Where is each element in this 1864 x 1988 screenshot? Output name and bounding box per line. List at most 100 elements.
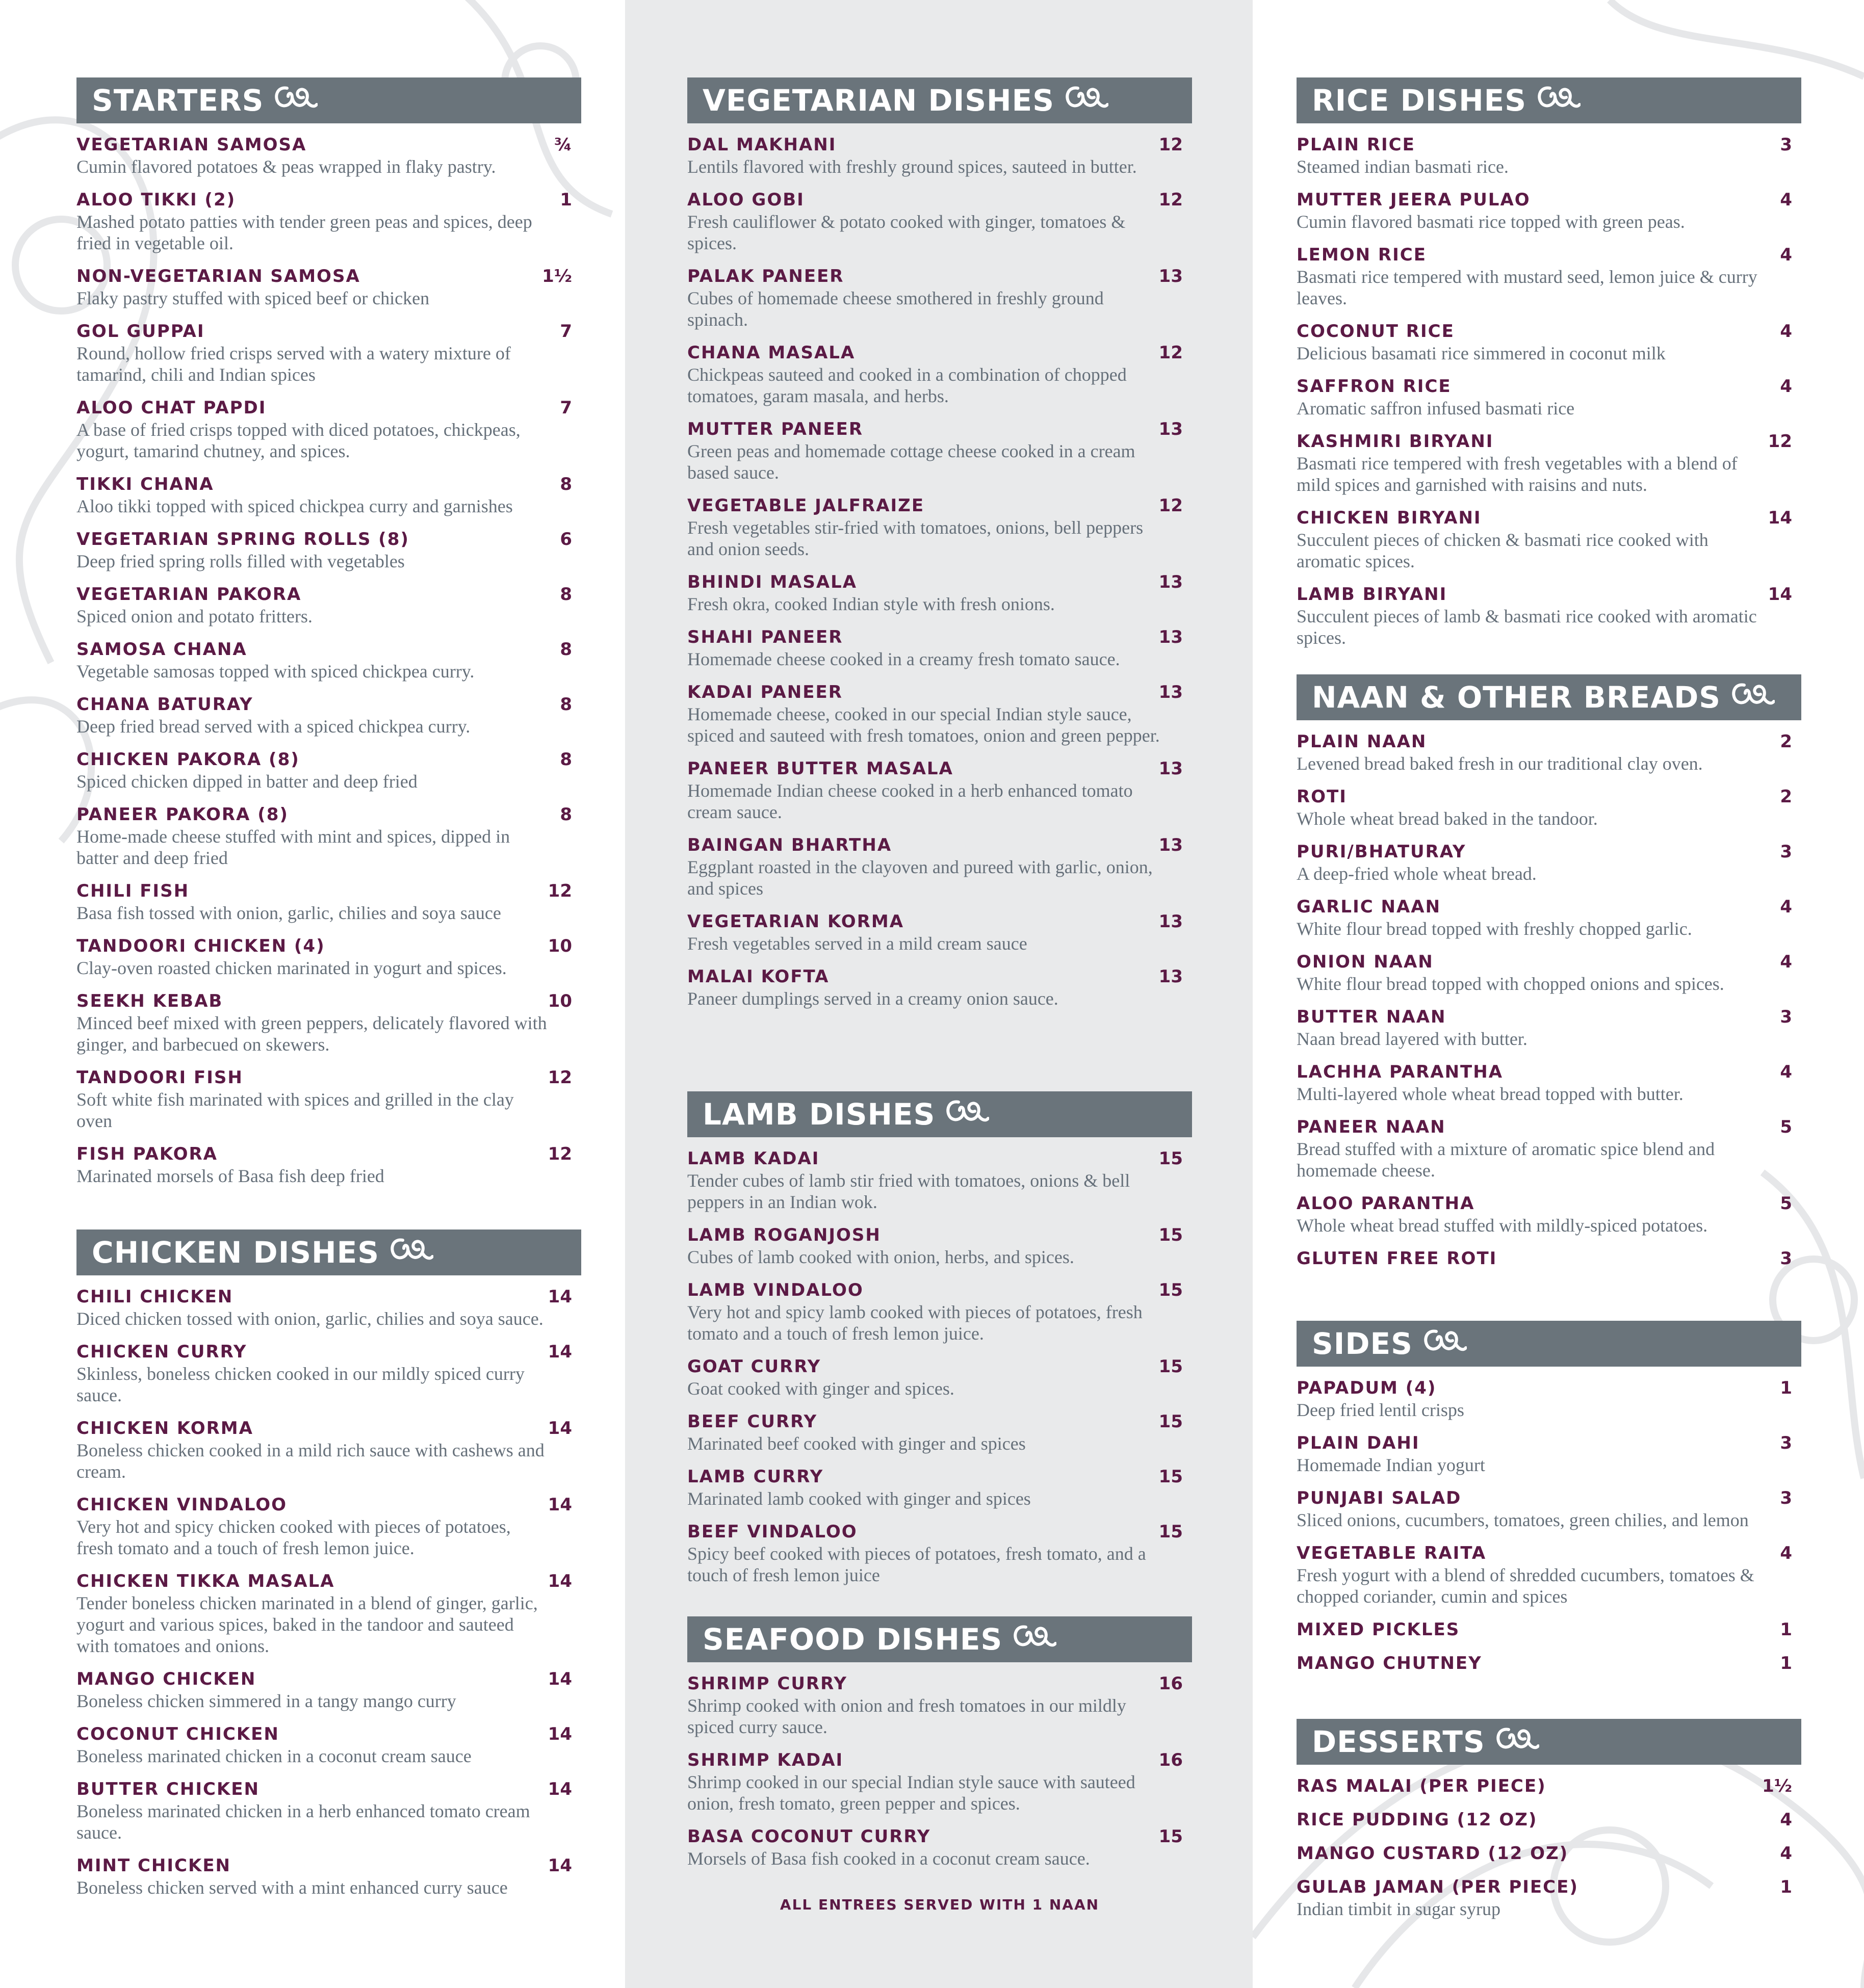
item-name: GARLIC NAAN	[1297, 897, 1441, 917]
item-name: MINT CHICKEN	[76, 1855, 231, 1876]
menu-item: VEGETABLE RAITA 4 Fresh yogurt with a blen…	[1297, 1542, 1801, 1607]
item-description: Clay-oven roasted chicken marinated in y…	[76, 958, 507, 978]
item-description: Soft white fish marinated with spices an…	[76, 1089, 514, 1131]
item-price: 3	[1780, 1007, 1792, 1027]
menu-item: PLAIN RICE 3 Steamed indian basmati rice.	[1297, 134, 1801, 177]
item-name: VEGETABLE RAITA	[1297, 1543, 1487, 1563]
item-price: 10	[548, 936, 572, 956]
item-description: Shrimp cooked with onion and fresh tomat…	[687, 1695, 1126, 1737]
item-price: ¾	[554, 135, 572, 155]
item-description: Paneer dumplings served in a creamy onio…	[687, 988, 1058, 1009]
footer-note: ALL ENTREES SERVED WITH 1 NAAN	[780, 1896, 1100, 1913]
paisley-flourish-icon	[1729, 674, 1775, 720]
menu-item: MANGO CHUTNEY 1	[1297, 1652, 1801, 1675]
menu-item: CHICKEN KORMA 14 Boneless chicken cooked i…	[76, 1417, 581, 1482]
menu-item: SHRIMP KADAI 16 Shrimp cooked in our speci…	[687, 1749, 1192, 1814]
item-price: 12	[1158, 343, 1183, 363]
menu-list: PLAIN RICE 3 Steamed indian basmati rice. M…	[1297, 123, 1801, 648]
item-price: 4	[1780, 952, 1792, 972]
menu-item: BAINGAN BHARTHA 13 Eggplant roasted in the…	[687, 834, 1192, 899]
item-price: 8	[560, 474, 572, 494]
item-name: PANEER NAAN	[1297, 1117, 1446, 1137]
item-name: SAMOSA CHANA	[76, 639, 247, 660]
menu-item: BHINDI MASALA 13 Fresh okra, cooked Indian…	[687, 571, 1192, 615]
item-description: Fresh yogurt with a blend of shredded cu…	[1297, 1565, 1754, 1607]
menu-item: PLAIN NAAN 2 Levened bread baked fresh in …	[1297, 730, 1801, 774]
menu-item: PUNJABI SALAD 3 Sliced onions, cucumbers, …	[1297, 1487, 1801, 1531]
item-description: Very hot and spicy lamb cooked with piec…	[687, 1302, 1143, 1344]
item-price: 13	[1158, 419, 1183, 439]
item-description: Eggplant roasted in the clayoven and pur…	[687, 857, 1153, 899]
section-seafood-dishes: SEAFOOD DISHES SHRIMP CURRY 16 Shrimp cooke…	[687, 1616, 1192, 1880]
item-name: GOL GUPPAI	[76, 321, 205, 342]
item-price: 3	[1780, 1248, 1792, 1269]
menu-item: LAMB CURRY 15 Marinated lamb cooked with g…	[687, 1466, 1192, 1509]
item-description: Round, hollow fried crisps served with a…	[76, 343, 511, 385]
item-description: Fresh okra, cooked Indian style with fre…	[687, 594, 1055, 614]
menu-item: MALAI KOFTA 13 Paneer dumplings served in …	[687, 965, 1192, 1009]
item-description: Fresh vegetables served in a mild cream …	[687, 933, 1027, 954]
section-header: SIDES	[1297, 1321, 1801, 1367]
item-name: GOAT CURRY	[687, 1356, 821, 1377]
paisley-flourish-icon	[943, 1091, 990, 1137]
item-price: 1	[1780, 1877, 1792, 1897]
menu-item: VEGETARIAN KORMA 13 Fresh vegetables serve…	[687, 910, 1192, 954]
item-price: 14	[548, 1287, 572, 1307]
section-starters: STARTERS VEGETARIAN SAMOSA ¾ Cumin flavored…	[76, 77, 581, 1198]
paisley-flourish-icon	[1535, 77, 1582, 123]
item-description: Boneless chicken served with a mint enha…	[76, 1877, 508, 1898]
item-name: VEGETARIAN KORMA	[687, 911, 904, 932]
item-price: 12	[548, 881, 572, 901]
item-price: 4	[1780, 190, 1792, 210]
menu-item: MUTTER JEERA PULAO 4 Cumin flavored basmat…	[1297, 189, 1801, 232]
item-description: Tender cubes of lamb stir fried with tom…	[687, 1170, 1130, 1212]
item-name: BAINGAN BHARTHA	[687, 835, 892, 855]
item-name: MUTTER JEERA PULAO	[1297, 190, 1531, 210]
menu-list: PLAIN NAAN 2 Levened bread baked fresh in …	[1297, 720, 1801, 1270]
item-name: LAMB ROGANJOSH	[687, 1225, 881, 1245]
menu-item: MINT CHICKEN 14 Boneless chicken served wi…	[76, 1854, 581, 1898]
paisley-flourish-icon	[1421, 1321, 1467, 1367]
menu-item: PANEER BUTTER MASALA 13 Homemade Indian ch…	[687, 757, 1192, 823]
item-price: 16	[1158, 1750, 1183, 1770]
item-name: SHRIMP CURRY	[687, 1673, 848, 1694]
item-name: MANGO CHUTNEY	[1297, 1653, 1482, 1673]
menu-item: SHRIMP CURRY 16 Shrimp cooked with onion a…	[687, 1672, 1192, 1738]
menu-item: FISH PAKORA 12 Marinated morsels of Basa f…	[76, 1143, 581, 1187]
section-naan-other-breads: NAAN & OTHER BREADS PLAIN NAAN 2 Levened br…	[1297, 674, 1801, 1281]
menu-item: TANDOORI FISH 12 Soft white fish marinated…	[76, 1066, 581, 1132]
item-description: Sliced onions, cucumbers, tomatoes, gree…	[1297, 1510, 1749, 1530]
item-description: A base of fried crisps topped with diced…	[76, 420, 521, 461]
menu-item: VEGETARIAN PAKORA 8 Spiced onion and potat…	[76, 583, 581, 627]
item-price: 1	[1780, 1619, 1792, 1640]
item-name: PURI/BHATURAY	[1297, 842, 1466, 862]
item-description: Naan bread layered with butter.	[1297, 1029, 1528, 1049]
item-description: Levened bread baked fresh in our traditi…	[1297, 753, 1703, 774]
item-price: 4	[1780, 245, 1792, 265]
section-desserts: DESSERTS RAS MALAI (PER PIECE) 1½ RICE PUDD…	[1297, 1719, 1801, 1931]
item-name: KADAI PANEER	[687, 682, 843, 702]
section-title: VEGETARIAN DISHES	[703, 83, 1054, 118]
item-name: KASHMIRI BIRYANI	[1297, 431, 1494, 452]
item-name: TANDOORI CHICKEN (4)	[76, 936, 325, 956]
item-price: 8	[560, 694, 572, 715]
item-description: Goat cooked with ginger and spices.	[687, 1378, 954, 1399]
item-name: CHILI FISH	[76, 881, 190, 901]
section-title: SIDES	[1312, 1326, 1413, 1361]
menu-item: BASA COCONUT CURRY 15 Morsels of Basa fish…	[687, 1825, 1192, 1869]
item-description: Deep fried bread served with a spiced ch…	[76, 716, 471, 737]
section-chicken-dishes: CHICKEN DISHES CHILI CHICKEN 14 Diced chick…	[76, 1230, 581, 1909]
item-name: SHAHI PANEER	[687, 627, 843, 647]
item-name: LEMON RICE	[1297, 245, 1427, 265]
section-header: CHICKEN DISHES	[76, 1230, 581, 1275]
item-name: PUNJABI SALAD	[1297, 1488, 1462, 1508]
item-name: COCONUT CHICKEN	[76, 1724, 279, 1744]
item-description: Cumin flavored basmati rice topped with …	[1297, 212, 1685, 232]
item-description: Home-made cheese stuffed with mint and s…	[76, 826, 510, 868]
item-price: 14	[548, 1571, 572, 1591]
item-price: 12	[1768, 431, 1792, 452]
item-description: Aloo tikki topped with spiced chickpea c…	[76, 496, 513, 516]
item-description: Chickpeas sauteed and cooked in a combin…	[687, 364, 1127, 406]
menu-item: MUTTER PANEER 13 Green peas and homemade c…	[687, 418, 1192, 483]
menu-list: LAMB KADAI 15 Tender cubes of lamb stir fr…	[687, 1137, 1192, 1586]
